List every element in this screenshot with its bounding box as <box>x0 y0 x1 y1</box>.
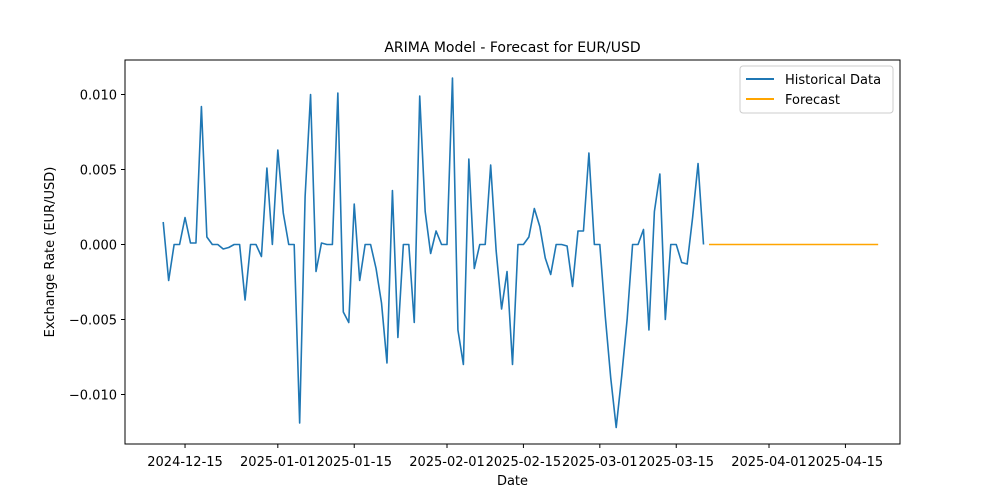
y-tick-label: 0.005 <box>80 164 117 179</box>
y-tick-label: −0.010 <box>69 389 117 404</box>
x-axis: 2024-12-15 2025-01-01 2025-01-15 2025-02-01… <box>147 444 883 470</box>
legend: Historical Data Forecast <box>739 65 894 114</box>
y-tick-label: 0.010 <box>80 89 117 104</box>
x-tick-label: 2025-02-01 <box>409 455 485 470</box>
axes-frame <box>124 59 901 445</box>
x-tick-label: 2025-04-01 <box>731 455 807 470</box>
x-tick-label: 2025-01-01 <box>240 455 316 470</box>
x-axis-label: Date <box>497 474 528 489</box>
x-tick-label: 2025-03-15 <box>638 455 714 470</box>
plot-area <box>162 77 879 429</box>
x-tick-label: 2025-01-15 <box>316 455 392 470</box>
series-line-historical <box>162 77 705 429</box>
legend-label-forecast: Forecast <box>785 93 840 108</box>
chart-title: ARIMA Model - Forecast for EUR/USD <box>384 40 640 56</box>
x-tick-label: 2025-03-01 <box>562 455 638 470</box>
y-axis: −0.010 −0.005 0.000 0.005 0.010 <box>69 89 125 404</box>
y-tick-label: 0.000 <box>80 239 117 254</box>
legend-frame <box>739 65 894 114</box>
y-tick-label: −0.005 <box>69 314 117 329</box>
x-tick-label: 2025-02-15 <box>486 455 562 470</box>
x-tick-label: 2024-12-15 <box>147 455 223 470</box>
x-tick-label: 2025-04-15 <box>808 455 884 470</box>
legend-label-historical: Historical Data <box>785 73 881 88</box>
y-axis-label: Exchange Rate (EUR/USD) <box>43 167 58 338</box>
